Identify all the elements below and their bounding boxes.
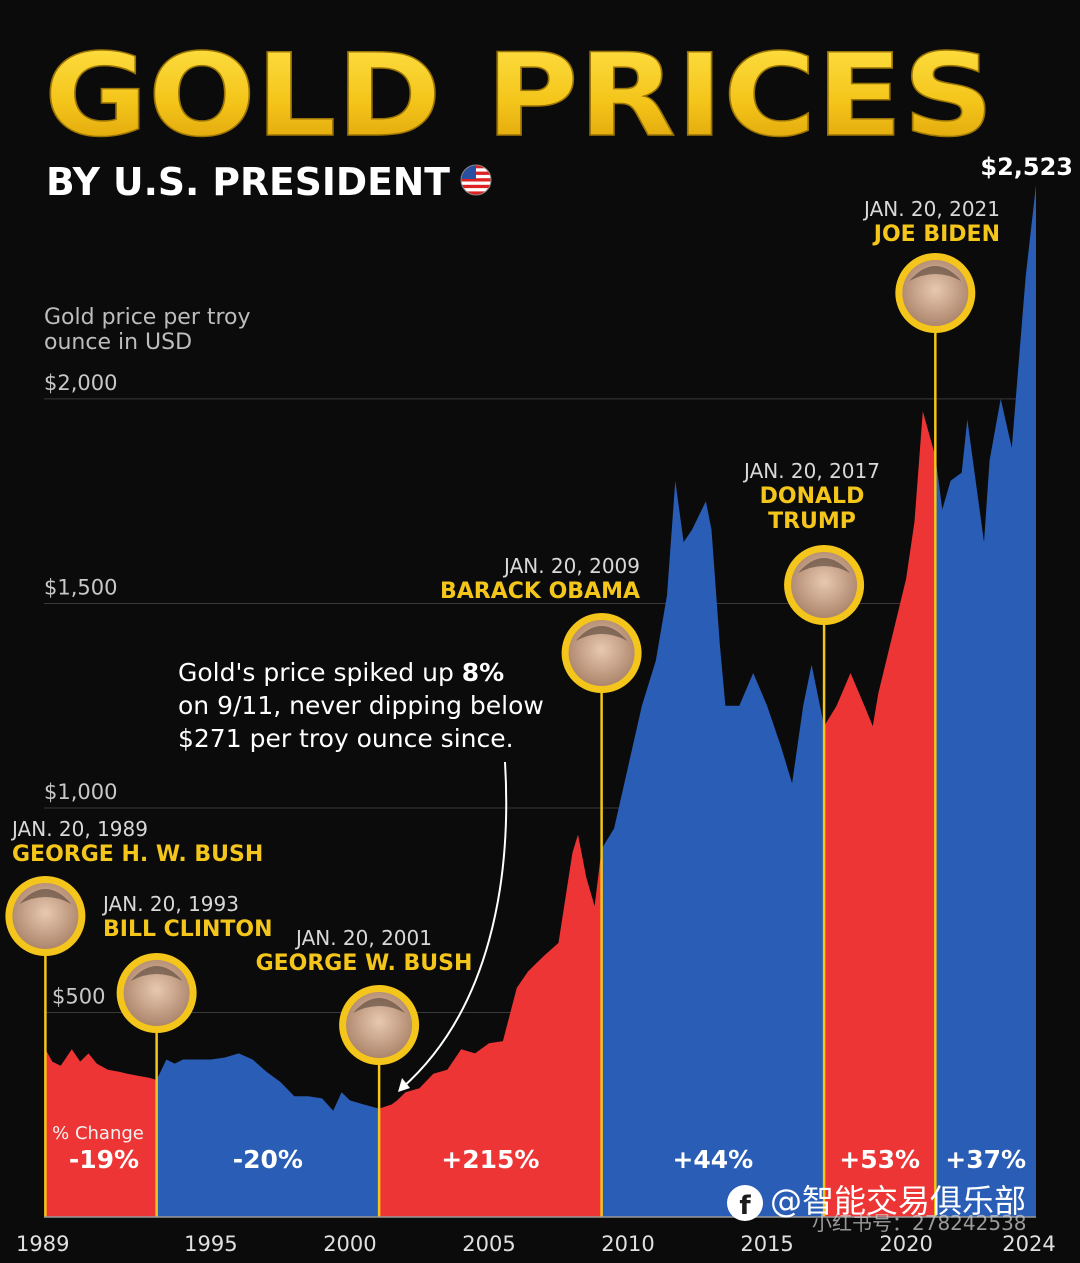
us-flag-icon (460, 164, 492, 196)
facebook-icon (727, 1185, 763, 1221)
percent-change-label: +53% (839, 1145, 920, 1174)
x-tick-label: 2010 (601, 1232, 654, 1256)
inauguration-lines (5, 253, 976, 1217)
percent-change-label: +44% (672, 1145, 753, 1174)
president-inauguration-date: JAN. 20, 2009 (502, 554, 640, 578)
portrait-hair (798, 558, 851, 573)
annotation-line-2: on 9/11, never dipping below (178, 691, 544, 720)
portrait-hair (909, 266, 962, 281)
portrait-hair (19, 889, 72, 904)
president-inauguration-date: JAN. 20, 1989 (10, 817, 148, 841)
x-tick-label: 2024 (1002, 1232, 1055, 1256)
y-tick-label: $1,500 (44, 575, 117, 599)
x-tick-label: 2000 (323, 1232, 376, 1256)
y-tick-label: $2,000 (44, 371, 117, 395)
president-name: GEORGE H. W. BUSH (12, 842, 263, 867)
percent-change-labels: -19% -20% +215% +44% +53% +37% % Change (52, 1123, 1026, 1174)
portrait-hair (353, 998, 406, 1013)
percent-change-label: -20% (233, 1145, 303, 1174)
term-area (156, 1053, 380, 1217)
x-tick-label: 2020 (879, 1232, 932, 1256)
president-name: GEORGE W. BUSH (256, 951, 473, 976)
watermark-id: 小红书号：278242538 (812, 1211, 1027, 1235)
chart-title: GOLD PRICES (44, 29, 994, 162)
end-price-label: $2,523 (980, 153, 1073, 181)
term-area (935, 185, 1036, 1217)
annotation-arrow (401, 761, 508, 1089)
x-tick-label: 2005 (462, 1232, 515, 1256)
y-axis-label-line1: Gold price per troy (44, 305, 251, 330)
annotation-arrowhead (398, 1078, 410, 1092)
president-inauguration-date: JAN. 20, 2017 (742, 459, 880, 483)
facebook-icon-glyph: f (739, 1191, 751, 1221)
chart-subtitle: BY U.S. PRESIDENT (46, 160, 450, 204)
percent-change-label: +37% (945, 1145, 1026, 1174)
president-name: DONALD (760, 484, 865, 509)
nine-eleven-annotation: Gold's price spiked up 8% on 9/11, never… (178, 658, 544, 1092)
president-inauguration-date: JAN. 20, 1993 (101, 892, 239, 916)
price-areas (45, 185, 1036, 1217)
x-tick-label: 1989 (16, 1232, 69, 1256)
x-axis: 1989 1995 2000 2005 2010 2015 2020 2024 (16, 1216, 1056, 1256)
y-tick-label: $1,000 (44, 780, 117, 804)
y-axis-label-line2: ounce in USD (44, 330, 192, 355)
president-name: BARACK OBAMA (440, 579, 640, 604)
president-name: BILL CLINTON (103, 917, 273, 942)
y-tick-label: $500 (52, 984, 105, 1008)
x-tick-label: 2015 (740, 1232, 793, 1256)
watermark-brand: @智能交易俱乐部 (770, 1182, 1026, 1220)
portrait-hair (130, 966, 183, 981)
percent-change-caption: % Change (52, 1123, 144, 1144)
percent-change-label: +215% (441, 1145, 539, 1174)
percent-change-label: -19% (69, 1145, 139, 1174)
watermark: f @智能交易俱乐部 小红书号：278242538 (727, 1182, 1027, 1235)
president-name: TRUMP (768, 509, 856, 534)
president-inauguration-date: JAN. 20, 2001 (294, 926, 432, 950)
term-area (45, 1049, 157, 1217)
portrait-hair (575, 626, 628, 641)
president-inauguration-date: JAN. 20, 2021 (862, 197, 1000, 221)
term-area (824, 411, 936, 1217)
term-area (379, 834, 602, 1217)
x-tick-label: 1995 (184, 1232, 237, 1256)
annotation-line-3: $271 per troy ounce since. (178, 724, 514, 753)
annotation-line-1: Gold's price spiked up 8% (178, 658, 504, 687)
y-tick-labels: $500 $1,000 $1,500 $2,000 (44, 371, 117, 1009)
term-area (601, 480, 825, 1217)
president-name: JOE BIDEN (872, 222, 1000, 247)
